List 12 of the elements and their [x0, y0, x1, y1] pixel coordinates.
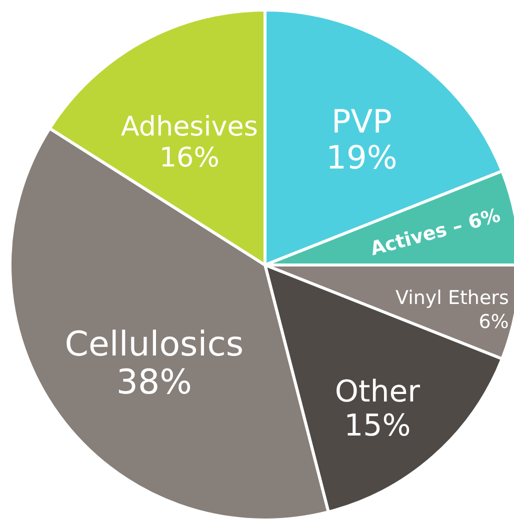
data-label: 6% [478, 311, 509, 334]
data-label: 19% [326, 138, 398, 177]
slice-label: Actives – [368, 214, 465, 260]
slice-label: Vinyl Ethers [395, 287, 509, 310]
data-label: 16% [159, 142, 220, 174]
slice-label: Cellulosics [64, 324, 244, 365]
slice-label: Adhesives [120, 111, 258, 142]
data-label: 15% [344, 408, 411, 444]
slice-label: PVP [331, 102, 392, 141]
data-label: 38% [116, 362, 192, 403]
slice-label: Other [334, 374, 421, 410]
data-label: 6% [466, 204, 503, 234]
